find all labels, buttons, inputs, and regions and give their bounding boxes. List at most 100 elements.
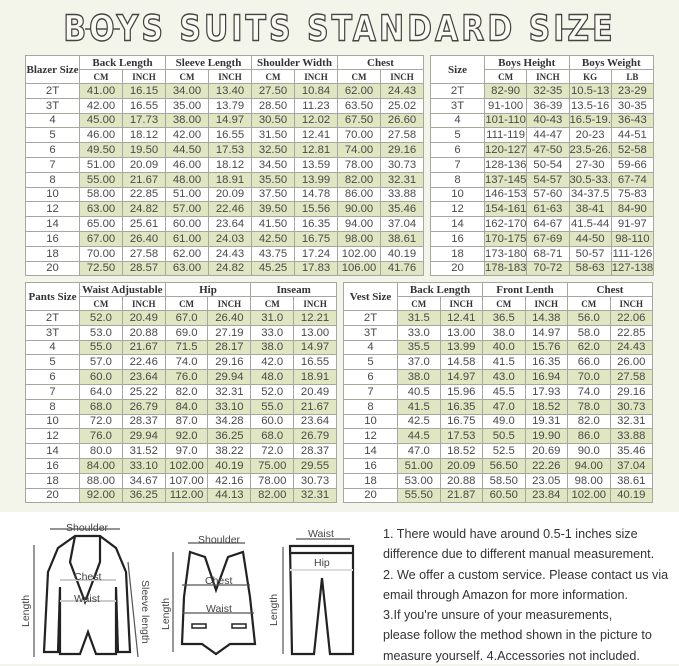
unit-header: INCH — [294, 69, 338, 84]
value-cell: 35.46 — [609, 443, 653, 459]
value-cell: 32.50 — [251, 142, 295, 158]
value-cell: 57.00 — [165, 201, 209, 218]
value-cell: 52.5 — [482, 443, 526, 459]
table-row: 7 64.0 25.22 82.0 32.31 52.0 20.49 — [25, 383, 337, 400]
value-cell: 40.19 — [380, 245, 424, 262]
value-cell: 44-47 — [526, 127, 570, 144]
header-row: Pants Size Waist Adjustable Hip Inseam — [25, 282, 337, 311]
value-cell: 16.35 — [524, 354, 568, 371]
value-cell: 52.0 — [79, 310, 123, 326]
value-cell: 41.00 — [79, 83, 123, 99]
value-cell: 15.96 — [439, 383, 483, 400]
value-cell: 102.00 — [337, 245, 381, 262]
note-line: email through Amazon for more informatio… — [383, 587, 628, 602]
value-cell: 173-180 — [483, 245, 528, 262]
unit-header: CM — [337, 69, 381, 84]
value-cell: 26.79 — [121, 398, 166, 415]
value-cell: 178-183 — [483, 260, 528, 277]
value-cell: 37.04 — [380, 216, 424, 232]
table-row: 16 67.00 26.40 61.00 24.03 42.50 16.75 98.00 38.… — [25, 230, 424, 247]
pants-length-label: Length — [268, 593, 280, 626]
value-cell: 97.0 — [164, 443, 209, 459]
table-row: 7 51.00 20.09 46.00 18.12 34.50 13.59 78.00 30.7… — [25, 156, 424, 173]
value-cell: 10.84 — [294, 83, 338, 99]
table-row: 12 76.0 29.94 92.0 36.25 68.0 26.79 — [25, 428, 337, 445]
value-cell: 47.0 — [397, 443, 441, 459]
value-cell: 70.00 — [337, 127, 381, 144]
size-cell: 7 — [25, 156, 80, 173]
value-cell: 60.00 — [165, 216, 209, 232]
size-cell: 20 — [25, 487, 80, 504]
value-cell: 61-63 — [526, 201, 570, 218]
size-cell: 16 — [343, 457, 398, 474]
value-cell: 12.41 — [294, 127, 338, 144]
value-cell: 32.31 — [293, 487, 337, 504]
value-cell: 58-63 — [568, 260, 612, 277]
value-cell: 23-29 — [610, 83, 655, 99]
table-row: 7 40.5 15.96 45.5 17.93 74.0 29.16 — [343, 383, 653, 400]
value-cell: 13.40 — [208, 83, 252, 99]
boys-height-weight-table: Size Boys Height Boys Weight CM INCH KG LB 2T 82… — [430, 55, 655, 277]
value-cell: 42.0 — [250, 354, 295, 371]
value-cell: 18.91 — [208, 171, 252, 188]
value-cell: 29.16 — [609, 383, 653, 400]
value-cell: 38.00 — [165, 112, 209, 129]
value-cell: 98-110 — [610, 230, 655, 247]
value-cell: 24.82 — [208, 260, 252, 277]
value-cell: 84.00 — [79, 457, 123, 474]
value-cell: 27.58 — [122, 245, 166, 262]
blazer-size-table: Blazer Size Back Length Sleeve Length Shoul… — [25, 55, 424, 277]
table-row: 4 45.00 17.73 38.00 14.97 30.50 12.02 67.50 26.6… — [25, 112, 424, 129]
value-cell: 12.02 — [294, 112, 338, 129]
unit-header: INCH — [207, 296, 252, 311]
table-row: 3T 33.0 13.00 38.0 14.97 58.0 22.85 — [343, 324, 653, 341]
size-cell: 20 — [25, 260, 80, 277]
size-cell: 16 — [25, 457, 80, 474]
table-row: 2T 52.0 20.49 67.0 26.40 31.0 12.21 — [25, 310, 337, 326]
blazer-sleeve-label: Sleeve length — [139, 580, 151, 644]
value-cell: 44.50 — [165, 142, 209, 158]
value-cell: 13.00 — [439, 324, 483, 341]
size-cell: 6 — [25, 369, 80, 385]
value-cell: 98.00 — [567, 472, 611, 489]
value-cell: 45.25 — [251, 260, 295, 277]
value-cell: 25.22 — [121, 383, 166, 400]
size-column-header: Vest Size — [343, 282, 398, 311]
size-cell: 2T — [430, 83, 485, 99]
value-cell: 63.50 — [337, 97, 381, 114]
value-cell: 52-58 — [610, 142, 655, 158]
size-cell: 7 — [25, 383, 80, 400]
size-cell: 14 — [25, 443, 80, 459]
value-cell: 32-35 — [526, 83, 570, 99]
value-cell: 41.5-44 — [568, 216, 612, 232]
size-cell: 8 — [343, 398, 398, 415]
value-cell: 86.0 — [567, 428, 611, 445]
value-cell: 33.0 — [397, 324, 441, 341]
table-row: 4 35.5 13.99 40.0 15.76 62.0 24.43 — [343, 339, 653, 356]
value-cell: 74.00 — [337, 142, 381, 158]
value-cell: 13.99 — [294, 171, 338, 188]
value-cell: 39.50 — [251, 201, 295, 218]
value-cell: 58.50 — [482, 472, 526, 489]
table-row: 12 63.00 24.82 57.00 22.46 39.50 15.56 90.00 35.… — [25, 201, 424, 218]
unit-header: INCH — [293, 296, 337, 311]
value-cell: 35.50 — [251, 171, 295, 188]
size-cell: 10 — [25, 413, 80, 430]
note-line: please follow the method shown in the pi… — [383, 628, 652, 643]
value-cell: 60.0 — [79, 369, 123, 385]
value-cell: 29.94 — [121, 428, 166, 445]
value-cell: 23.84 — [524, 487, 568, 504]
blazer-diagram — [33, 528, 139, 658]
table-row: 6 38.0 14.97 43.0 16.94 70.0 27.58 — [343, 369, 653, 385]
value-cell: 28.17 — [207, 339, 252, 356]
value-cell: 17.53 — [439, 428, 483, 445]
value-cell: 41.50 — [251, 216, 295, 232]
size-notes: 1. There would have around 0.5-1 inches … — [383, 524, 679, 666]
table-row: 20 55.50 21.87 60.50 23.84 102.00 40.19 — [343, 487, 653, 504]
value-cell: 78.00 — [250, 472, 295, 489]
size-cell: 16 — [25, 230, 80, 247]
note-line: difference due to different manual measu… — [383, 547, 655, 562]
size-cell: 6 — [25, 142, 80, 158]
value-cell: 20.88 — [439, 472, 483, 489]
